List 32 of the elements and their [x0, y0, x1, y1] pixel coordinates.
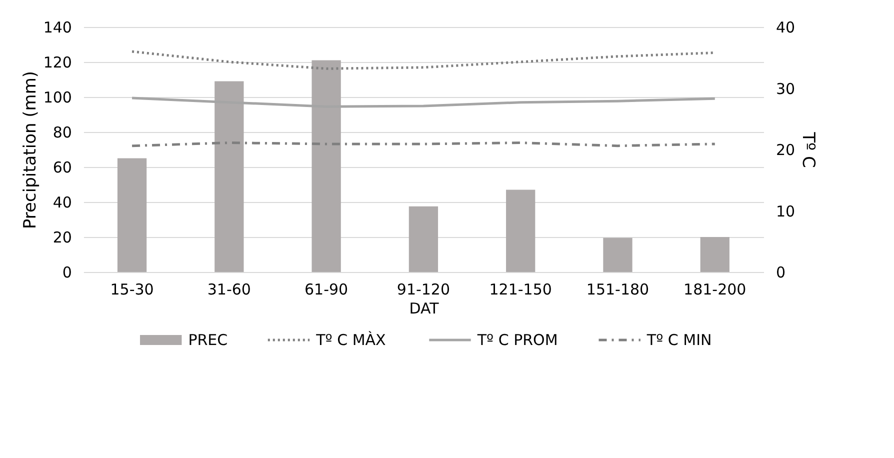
bar: [603, 238, 632, 272]
y-tick-label: 100: [43, 88, 72, 106]
y-tick-label: 0: [62, 264, 72, 282]
x-axis-title: DAT: [409, 300, 440, 318]
y2-tick-label: 20: [776, 141, 796, 159]
x-tick-label: 91-120: [396, 280, 450, 298]
x-tick-label: 15-30: [110, 280, 154, 298]
legend-label: Tº C PROM: [476, 331, 558, 349]
x-tick-label: 61-90: [304, 280, 348, 298]
bar: [700, 237, 730, 272]
y-tick-label: 40: [52, 194, 72, 212]
y2-tick-label: 40: [776, 18, 796, 36]
y2-tick-label: 30: [776, 80, 796, 98]
y2-axis-title: Tº C: [798, 131, 818, 168]
y-tick-label: 80: [52, 124, 72, 142]
y2-tick-label: 0: [776, 264, 786, 282]
legend-label: PREC: [188, 331, 228, 349]
x-tick-label: 181-200: [684, 280, 746, 298]
x-tick-label: 151-180: [586, 280, 650, 298]
legend-label: Tº C MIN: [646, 331, 712, 349]
y-tick-label: 140: [43, 18, 72, 36]
bar: [117, 158, 147, 272]
bar: [408, 206, 438, 272]
x-tick-label: 121-150: [489, 280, 552, 298]
y2-tick-label: 10: [776, 202, 796, 220]
y-tick-label: 20: [52, 228, 72, 246]
legend-label: Tº C MÀX: [315, 331, 386, 349]
y-tick-label: 120: [43, 54, 72, 72]
bar: [506, 190, 536, 272]
x-tick-label: 31-60: [207, 280, 251, 298]
y-axis-title: Precipitation (mm): [20, 70, 40, 230]
y-tick-label: 60: [52, 158, 72, 176]
